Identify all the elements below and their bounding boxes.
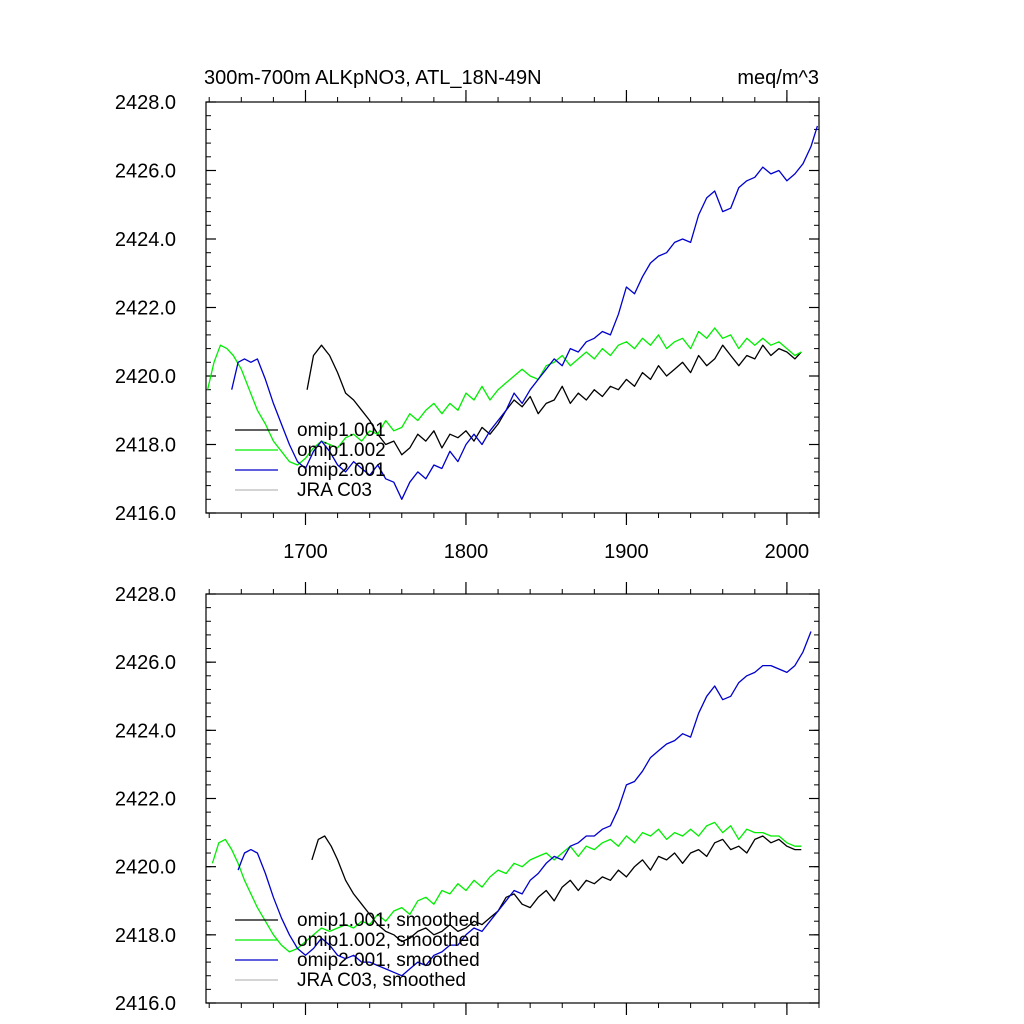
legend-label: omip2.001 xyxy=(297,460,386,481)
series-line xyxy=(211,821,802,953)
y-tick-label: 2418.0 xyxy=(115,435,176,457)
chart-units: meq/m^3 xyxy=(737,67,819,89)
y-tick-label: 2426.0 xyxy=(115,161,176,183)
series-line xyxy=(231,125,819,500)
y-tick-label: 2428.0 xyxy=(115,92,176,114)
legend-label: JRA C03 xyxy=(297,480,372,501)
top-panel: 2416.0 2418.0 2420.0 2422.0 2424.0 2426.0 2428… xyxy=(115,67,820,563)
legend-label: omip2.001, smoothed xyxy=(297,950,480,971)
x-tick-label: 2000 xyxy=(765,541,810,563)
series-line xyxy=(237,631,812,977)
series-line xyxy=(306,344,802,456)
series-line xyxy=(311,835,802,943)
y-tick-label: 2416.0 xyxy=(115,993,176,1015)
y-tick-label: 2426.0 xyxy=(115,652,176,674)
y-tick-label: 2428.0 xyxy=(115,584,176,606)
legend-label: omip1.002 xyxy=(297,440,386,461)
y-tick-label: 2424.0 xyxy=(115,720,176,742)
y-tick-label: 2418.0 xyxy=(115,925,176,947)
legend-label: omip1.001 xyxy=(297,420,386,441)
chart-title: 300m-700m ALKpNO3, ATL_18N-49N xyxy=(204,67,542,89)
legend-label: omip1.001, smoothed xyxy=(297,910,480,931)
x-tick-label: 1700 xyxy=(283,541,328,563)
legend-label: JRA C03, smoothed xyxy=(297,970,466,991)
x-tick-label: 1900 xyxy=(604,541,649,563)
series-line xyxy=(206,327,802,466)
bottom-panel: 2416.0 2418.0 2420.0 2422.0 2424.0 2426.0 2428… xyxy=(115,582,820,1015)
y-tick-label: 2420.0 xyxy=(115,366,176,388)
y-tick-label: 2416.0 xyxy=(115,503,176,525)
y-tick-label: 2422.0 xyxy=(115,298,176,320)
y-tick-label: 2424.0 xyxy=(115,229,176,251)
x-tick-label: 1800 xyxy=(444,541,489,563)
legend-label: omip1.002, smoothed xyxy=(297,930,480,951)
y-tick-label: 2420.0 xyxy=(115,857,176,879)
y-tick-label: 2422.0 xyxy=(115,789,176,811)
